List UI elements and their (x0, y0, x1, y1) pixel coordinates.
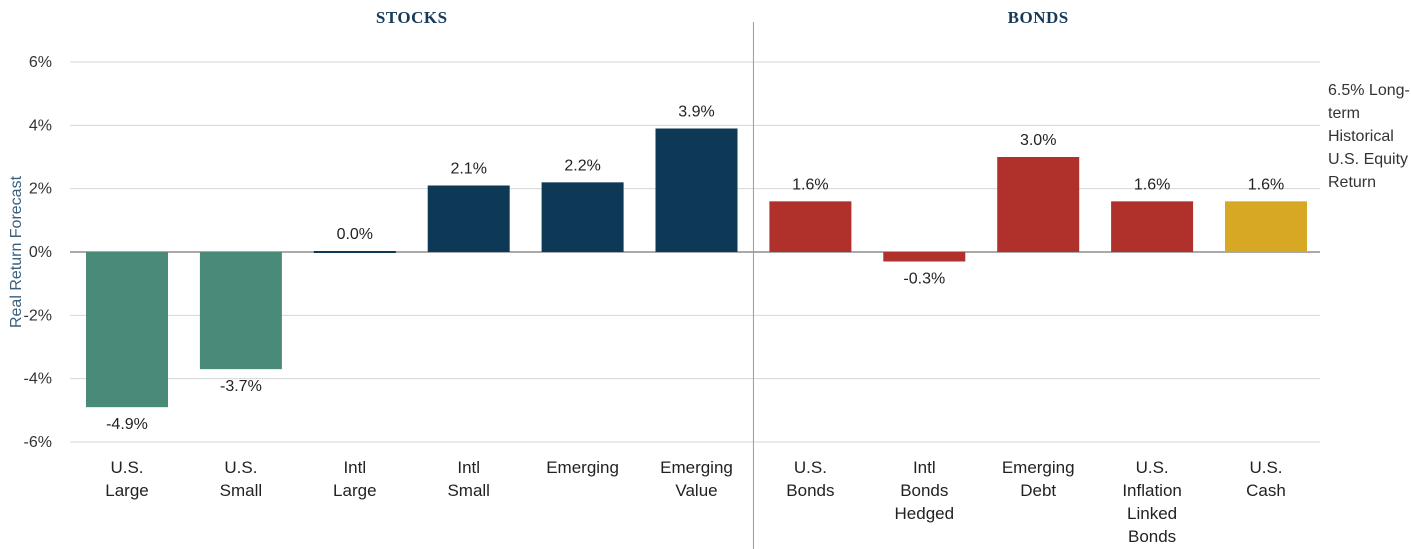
y-tick-label: -4% (24, 371, 52, 388)
bar (655, 128, 738, 252)
data-label: 3.9% (678, 104, 714, 121)
bar (1225, 201, 1307, 252)
y-tick-label: 4% (29, 117, 52, 134)
data-label: 1.6% (792, 176, 828, 193)
category-label: U.S. (224, 458, 257, 477)
category-label: Intl (457, 458, 480, 477)
category-label: U.S. (794, 458, 827, 477)
bar (313, 251, 396, 253)
bar (1111, 201, 1194, 252)
data-label: 1.6% (1134, 176, 1170, 193)
data-label: 3.0% (1020, 132, 1056, 149)
category-label: Intl (913, 458, 936, 477)
y-tick-label: 0% (29, 244, 52, 261)
labels: 6% 4% 2% 0% -2% -4% -6% STOCKS BONDS Real Return … (8, 8, 1410, 546)
bars (86, 128, 1307, 408)
data-label: 2.1% (450, 161, 486, 178)
category-label: Intl (343, 458, 366, 477)
y-tick-label: 6% (29, 54, 52, 71)
bar (541, 182, 624, 252)
data-label: 1.6% (1248, 176, 1284, 193)
category-label: Large (105, 481, 148, 500)
data-label: -4.9% (106, 416, 148, 433)
y-axis-title: Real Return Forecast (8, 175, 25, 328)
section-header-stocks: STOCKS (376, 8, 448, 27)
category-label: Linked (1127, 504, 1177, 523)
bar (199, 252, 282, 370)
category-label: Emerging (1002, 458, 1075, 477)
category-label: U.S. (110, 458, 143, 477)
bar (769, 201, 852, 252)
data-label: 2.2% (564, 157, 600, 174)
data-label: -3.7% (220, 378, 262, 395)
category-label: Bonds (786, 481, 834, 500)
annotation-text: 6.5% Long- (1328, 82, 1410, 99)
category-label: Emerging (546, 458, 619, 477)
category-label: Value (675, 481, 717, 500)
category-label: Cash (1246, 481, 1286, 500)
bar (883, 252, 966, 262)
data-label: -0.3% (903, 271, 945, 288)
category-label: Bonds (1128, 527, 1176, 546)
annotation-text: Historical (1328, 128, 1394, 145)
category-label: Large (333, 481, 376, 500)
category-label: U.S. (1136, 458, 1169, 477)
bar (997, 157, 1080, 252)
category-label: Inflation (1122, 481, 1182, 500)
category-label: Emerging (660, 458, 733, 477)
y-tick-label: 2% (29, 181, 52, 198)
category-label: Small (447, 481, 490, 500)
bar (427, 185, 510, 252)
data-label: 0.0% (337, 226, 373, 243)
annotation-text: term (1328, 105, 1360, 122)
bar (86, 252, 168, 408)
section-header-bonds: BONDS (1008, 8, 1069, 27)
category-label: Bonds (900, 481, 948, 500)
category-label: Hedged (895, 504, 955, 523)
category-label: Small (220, 481, 263, 500)
category-label: U.S. (1249, 458, 1282, 477)
y-tick-label: -2% (24, 307, 52, 324)
annotation-text: Return (1328, 174, 1376, 191)
annotation-text: U.S. Equity (1328, 151, 1408, 168)
category-label: Debt (1020, 481, 1056, 500)
y-tick-label: -6% (24, 434, 52, 451)
